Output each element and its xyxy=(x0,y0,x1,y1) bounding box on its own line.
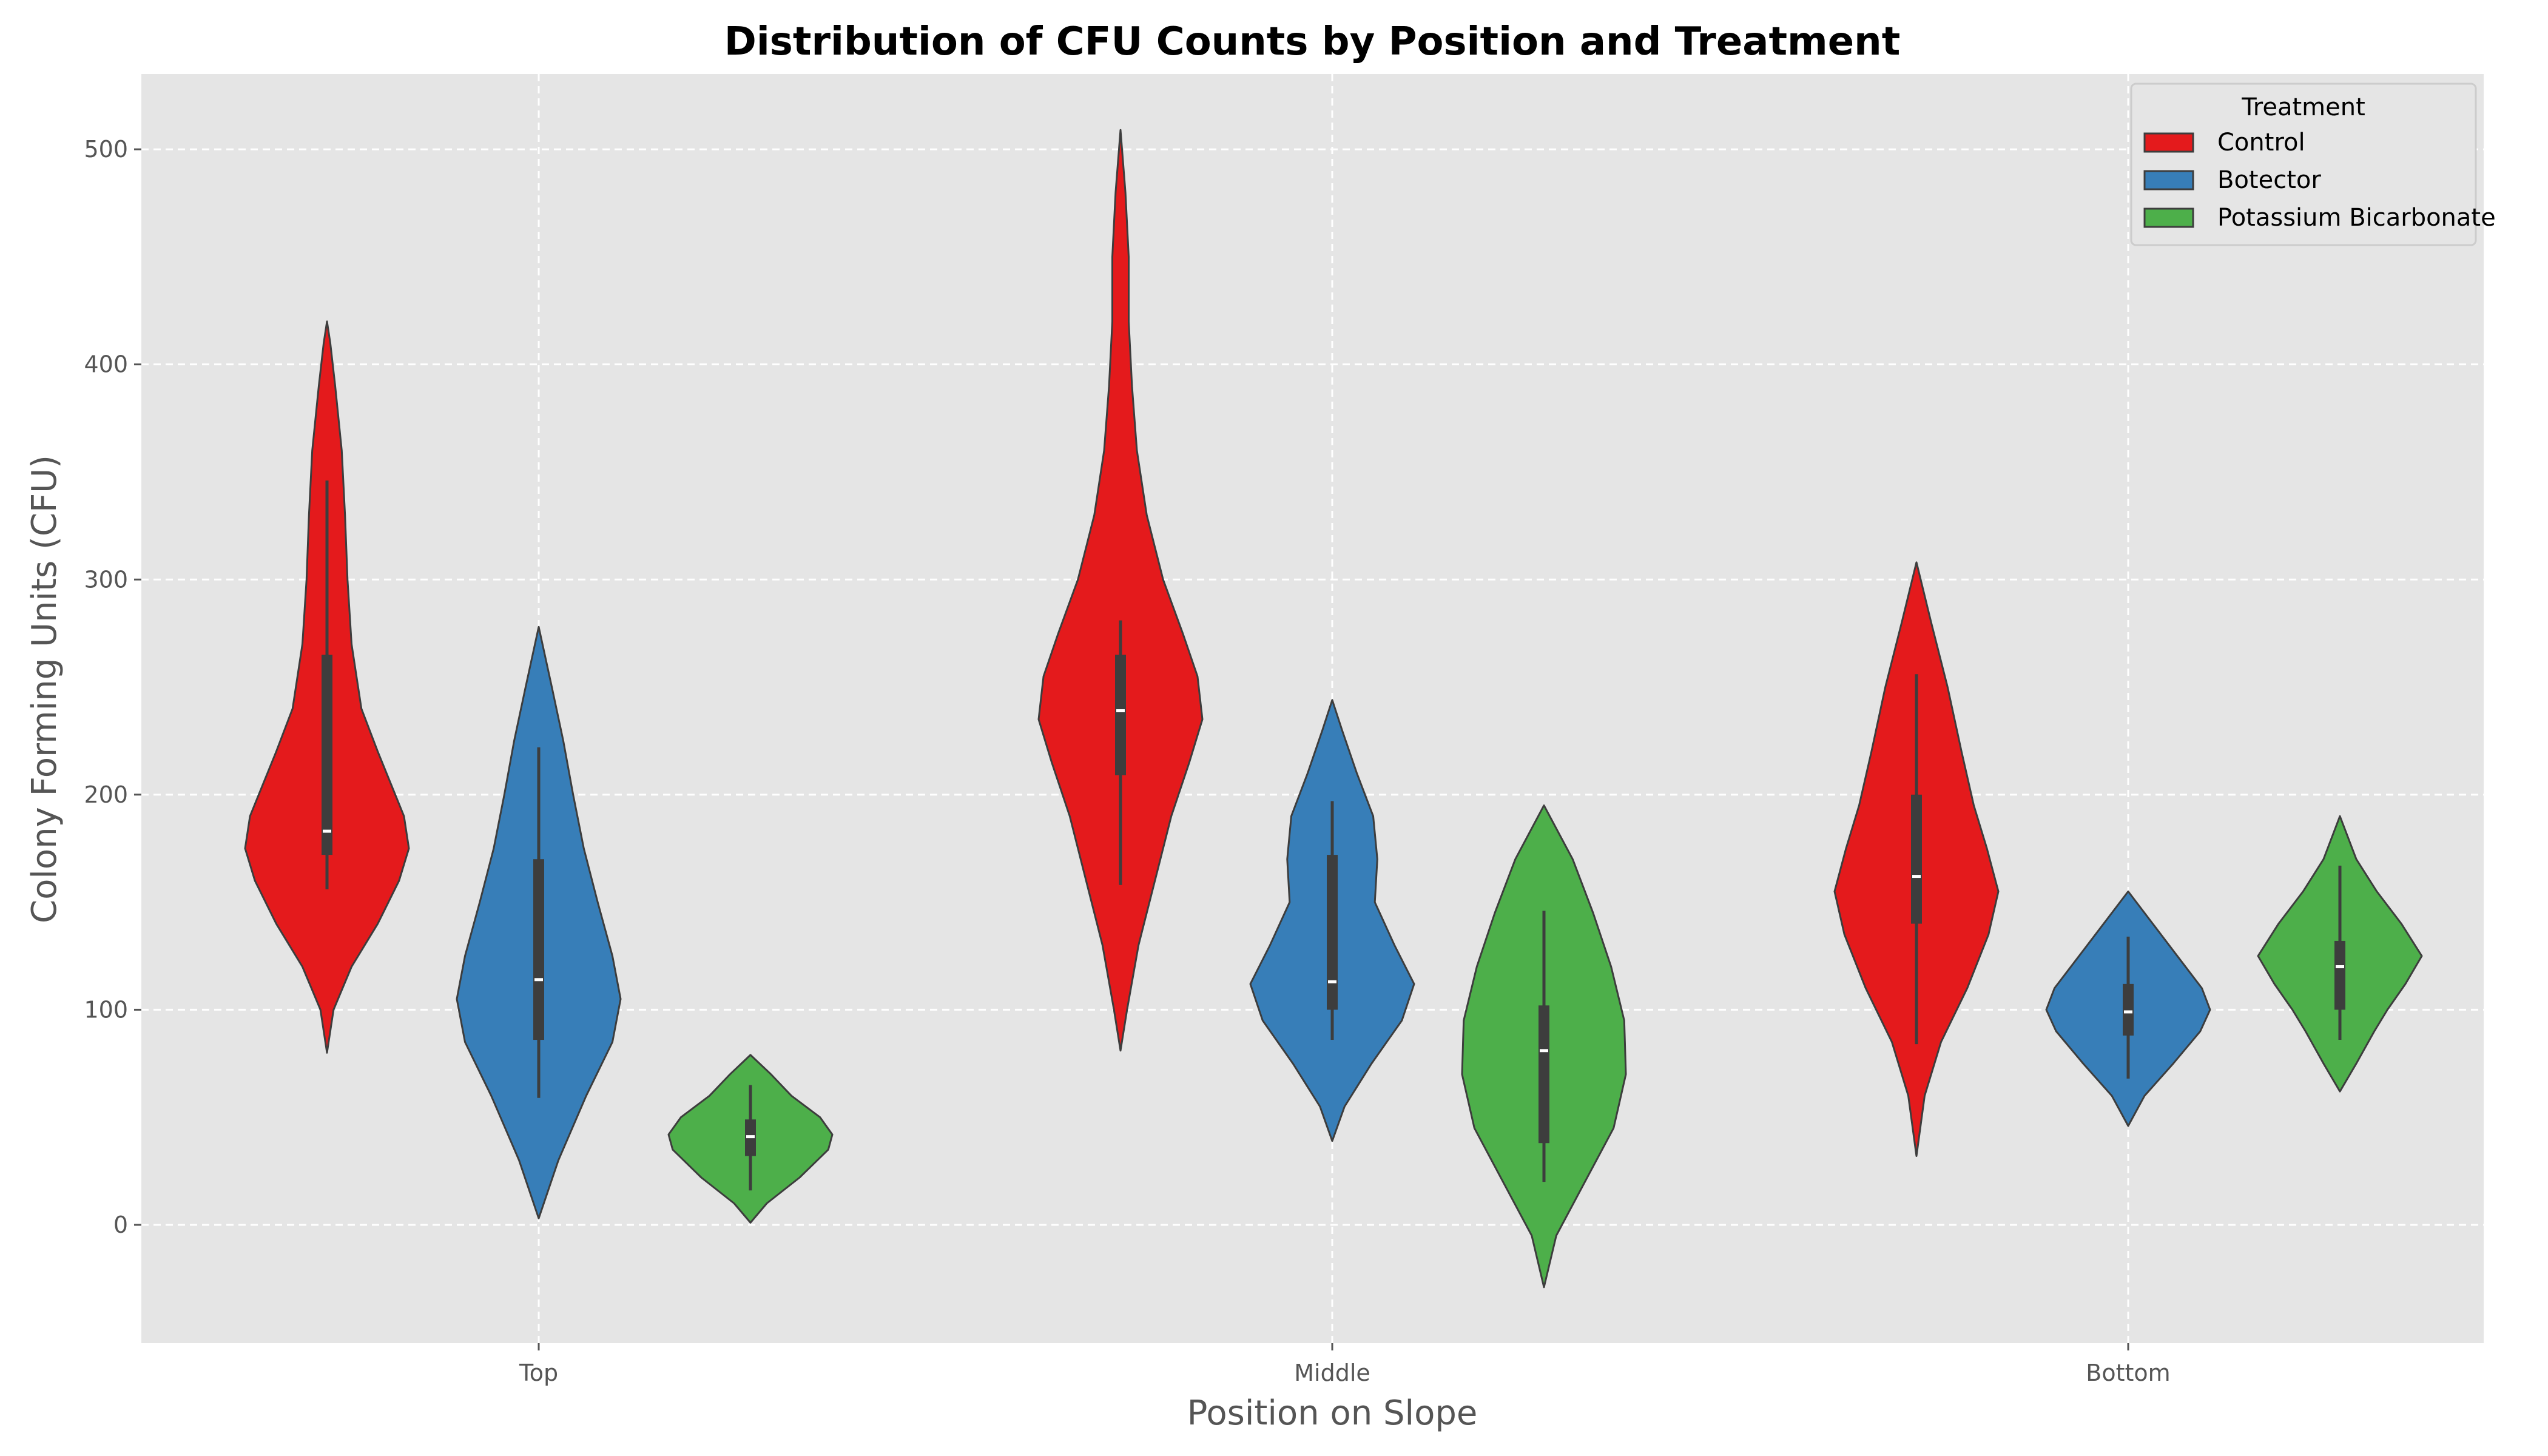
violin-iqr-box xyxy=(1327,855,1338,1010)
chart-title: Distribution of CFU Counts by Position a… xyxy=(724,19,1901,64)
y-tick-label: 300 xyxy=(84,566,128,593)
violin-iqr-box xyxy=(533,859,544,1040)
x-tick-label: Middle xyxy=(1294,1360,1370,1386)
y-tick-label: 200 xyxy=(84,781,128,808)
legend-swatch xyxy=(2143,132,2194,153)
violin-body xyxy=(1037,129,1204,1052)
violin-iqr-box xyxy=(322,655,332,855)
violin-potassium-bicarbonate-top xyxy=(667,1054,834,1224)
x-axis-label: Position on Slope xyxy=(1187,1394,1478,1433)
violin-control-middle xyxy=(1037,129,1204,1052)
x-axis-ticks: Top Middle Bottom xyxy=(519,1343,2171,1386)
violin-potassium-bicarbonate-middle xyxy=(1461,804,1627,1289)
y-tick-label: 0 xyxy=(113,1212,128,1238)
violin-botector-middle xyxy=(1249,699,1415,1142)
legend-swatch xyxy=(2143,170,2194,190)
legend: Treatment Control Botector Potassium Bicar… xyxy=(2130,83,2496,246)
legend-items: Control Botector Potassium Bicarbonate xyxy=(2143,129,2496,232)
violin-control-bottom xyxy=(1833,561,2000,1157)
violin-control-top xyxy=(244,320,410,1054)
y-axis-label: Colony Forming Units (CFU) xyxy=(25,455,64,923)
legend-title: Treatment xyxy=(2241,93,2365,121)
violin-iqr-box xyxy=(1911,794,1922,924)
violin-iqr-box xyxy=(2123,983,2134,1036)
legend-swatch xyxy=(2143,207,2194,228)
y-tick-label: 100 xyxy=(84,996,128,1023)
violin-iqr-box xyxy=(1539,1005,1549,1144)
y-axis-ticks: 0 100 200 300 400 500 xyxy=(84,136,141,1238)
violin-botector-bottom xyxy=(2045,890,2211,1127)
violin-iqr-box xyxy=(1115,655,1126,775)
legend-box xyxy=(2130,83,2477,246)
violin-potassium-bicarbonate-bottom xyxy=(2257,815,2423,1093)
x-tick-label: Bottom xyxy=(2086,1360,2170,1386)
plot-area xyxy=(141,74,2484,1343)
y-tick-label: 500 xyxy=(84,136,128,163)
y-tick-label: 400 xyxy=(84,351,128,378)
violin-botector-top xyxy=(456,625,622,1219)
violins xyxy=(244,129,2423,1289)
x-tick-label: Top xyxy=(519,1360,558,1386)
legend-label: Botector xyxy=(2217,166,2321,194)
legend-label: Potassium Bicarbonate xyxy=(2217,204,2496,232)
legend-label: Control xyxy=(2217,129,2305,157)
violin-iqr-box xyxy=(2334,940,2345,1010)
